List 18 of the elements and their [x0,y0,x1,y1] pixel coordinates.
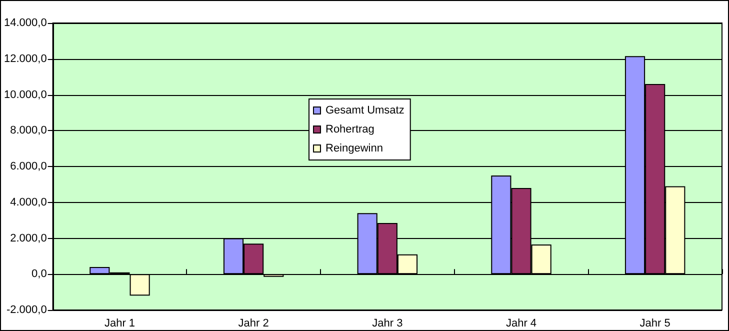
legend-label: Rohertrag [326,124,374,136]
x-tick-label: Jahr 4 [506,318,537,330]
y-tick-label: 2.000,0 [10,232,47,244]
y-tick-label: -2.000,0 [6,304,47,316]
x-tick-label: Jahr 2 [238,318,269,330]
y-tick-label: 8.000,0 [10,124,47,137]
x-tick-label: Jahr 5 [640,318,670,330]
y-tick-label: 4.000,0 [10,196,47,208]
bar [130,274,150,296]
y-tick-label: 14.000,0 [4,17,47,29]
x-tick-label: Jahr 1 [104,318,136,330]
x-tick-label: Jahr 3 [372,318,403,330]
y-tick-label: 6.000,0 [10,160,47,172]
legend-label: Reingewinn [326,142,383,154]
y-tick-label: 0,0 [32,268,47,280]
legend-label: Gesamt Umsatz [326,104,404,116]
y-tick-label: 10.000,0 [4,88,47,101]
y-tick-label: 12.000,0 [4,52,47,65]
